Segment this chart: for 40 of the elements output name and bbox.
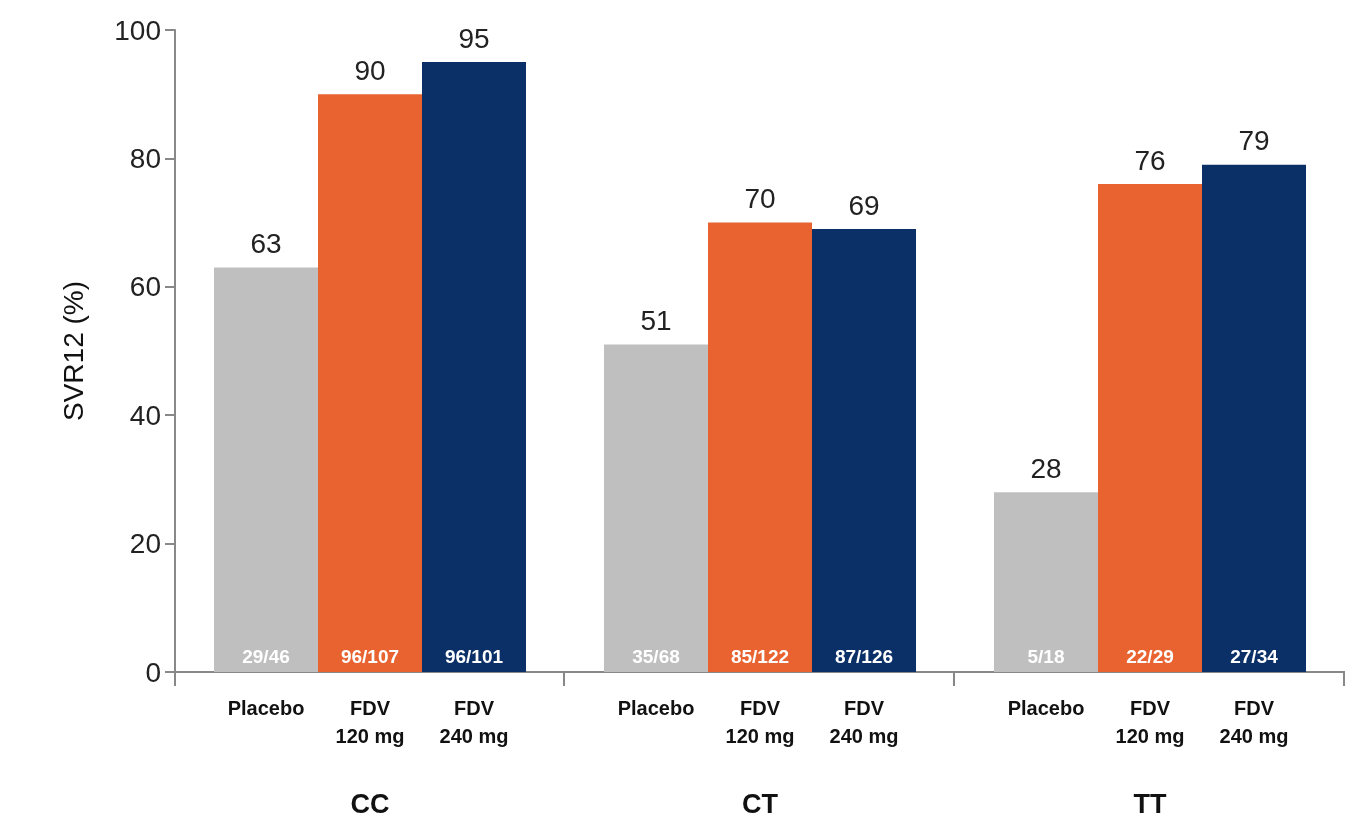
- x-axis-title: TT: [1133, 788, 1167, 819]
- x-axis-title: CT: [742, 788, 779, 819]
- x-tick-label: FDV 120 mg: [725, 697, 795, 747]
- annotation: 96/101: [444, 646, 504, 667]
- data-label: 69: [848, 189, 880, 221]
- annotation: 22/29: [1126, 646, 1174, 667]
- data-label: 79: [1238, 125, 1270, 157]
- x-tick-label: Placebo: [227, 697, 305, 719]
- bar: [318, 94, 422, 672]
- y-tick-label: 100: [114, 14, 161, 46]
- x-tick-label: Placebo: [1007, 697, 1085, 719]
- annotation: 87/126: [834, 646, 894, 667]
- data-label: 63: [250, 228, 282, 260]
- y-tick-label: 40: [129, 399, 161, 431]
- data-label: 51: [640, 305, 672, 337]
- annotation: 5/18: [1027, 646, 1065, 667]
- x-axis-title: CC: [350, 788, 390, 819]
- data-label: 28: [1030, 452, 1062, 484]
- x-tick-label: FDV 240 mg: [1219, 697, 1289, 747]
- x-tick-label: Placebo: [617, 697, 695, 719]
- y-tick-label: 60: [129, 271, 161, 303]
- bar: [422, 62, 526, 672]
- annotation: 27/34: [1230, 646, 1279, 667]
- y-tick-label: 20: [129, 528, 161, 560]
- x-tick-label: FDV 120 mg: [335, 697, 405, 747]
- data-label: 76: [1134, 144, 1166, 176]
- y-axis-title: SVR12 (%): [57, 280, 89, 422]
- annotation: 35/68: [632, 646, 680, 667]
- data-label: 90: [354, 54, 386, 86]
- bar: [214, 267, 318, 672]
- x-tick-label: FDV 240 mg: [829, 697, 899, 747]
- annotation: 29/46: [242, 646, 290, 667]
- y-tick-label: 80: [129, 142, 161, 174]
- data-label: 70: [744, 183, 776, 215]
- annotation: 85/122: [730, 646, 790, 667]
- x-tick-label: FDV 120 mg: [1115, 697, 1185, 747]
- data-label: 95: [458, 22, 490, 54]
- annotation: 96/107: [340, 646, 400, 667]
- y-tick-label: 0: [145, 656, 161, 688]
- x-tick-label: FDV 240 mg: [439, 697, 509, 747]
